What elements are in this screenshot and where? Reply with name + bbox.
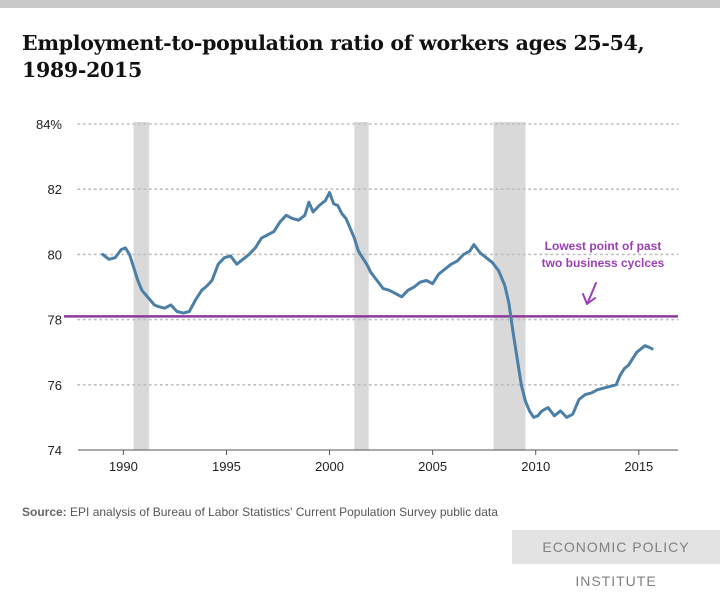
- x-tick-label: 1995: [212, 459, 241, 474]
- x-tick-label: 2015: [624, 459, 653, 474]
- brand-footer: ECONOMIC POLICY INSTITUTE: [512, 530, 720, 589]
- annotation-line-2: two business cyclces: [542, 256, 665, 270]
- chart-title: Employment-to-population ratio of worker…: [22, 31, 645, 82]
- x-axis: 1990 1995 2000 2005 2010 2015: [78, 449, 678, 474]
- chart: 74 76 78 80 82 84% 1990 1995 2000 2005 2010 2015 L…: [36, 117, 679, 474]
- x-tick-label: 2005: [418, 459, 447, 474]
- gridlines: [77, 123, 679, 386]
- y-tick-label: 78: [48, 313, 62, 328]
- y-tick-label: 76: [48, 378, 62, 393]
- source-text: EPI analysis of Bureau of Labor Statisti…: [70, 505, 498, 519]
- series-group: [101, 191, 654, 419]
- recession-bands: [133, 122, 526, 450]
- annotation-group: Lowest point of past two business cyclces: [542, 239, 665, 305]
- y-axis-ticks: 74 76 78 80 82 84%: [36, 117, 62, 458]
- x-tick-label: 2010: [521, 459, 550, 474]
- top-bar: [0, 0, 720, 8]
- y-tick-label: 84%: [36, 117, 62, 132]
- annotation-arrow-shaft: [587, 282, 597, 303]
- x-tick-label: 1990: [109, 459, 138, 474]
- source-label: Source:: [22, 505, 67, 519]
- y-tick-label: 74: [48, 443, 62, 458]
- source-note: Source: EPI analysis of Bureau of Labor …: [22, 505, 498, 519]
- y-tick-label: 82: [48, 182, 62, 197]
- series-line-1: [101, 191, 654, 419]
- y-tick-label: 80: [48, 247, 62, 262]
- recession-band-2: [354, 122, 369, 450]
- annotation-line-1: Lowest point of past: [545, 239, 662, 253]
- annotation-arrow-head: [582, 293, 596, 305]
- x-tick-label: 2000: [315, 459, 344, 474]
- recession-band-3: [493, 122, 526, 450]
